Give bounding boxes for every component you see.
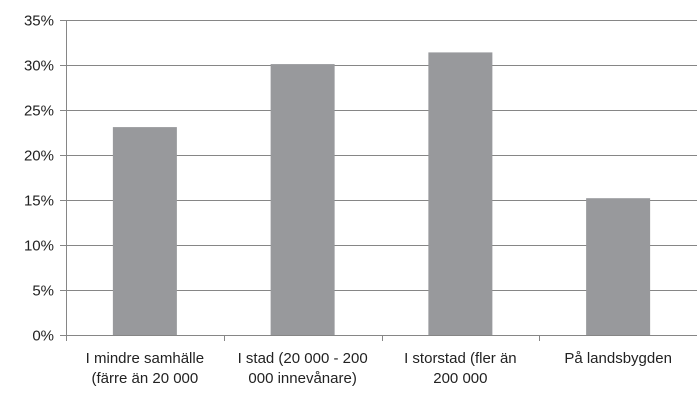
- x-category-labels: I mindre samhälle (färre än 20 000 I stad …: [86, 350, 672, 387]
- y-tick-label: 25%: [24, 103, 54, 120]
- bar: [270, 64, 335, 335]
- bar: [586, 198, 651, 335]
- x-category-label: 200 000: [433, 370, 487, 387]
- bar: [112, 127, 177, 335]
- y-tick-label: 20%: [24, 148, 54, 165]
- x-category-label: På landsbygden: [564, 350, 672, 367]
- y-tick-label: 5%: [32, 283, 54, 300]
- y-tick-label: 0%: [32, 328, 54, 345]
- bar: [428, 52, 493, 336]
- y-tick-label: 30%: [24, 58, 54, 75]
- axes: [60, 20, 697, 341]
- x-category-label: (färre än 20 000: [92, 370, 199, 387]
- y-tick-label: 35%: [24, 13, 54, 30]
- y-tick-label: 15%: [24, 193, 54, 210]
- x-category-label: 000 innevånare): [248, 370, 356, 387]
- y-tick-label: 10%: [24, 238, 54, 255]
- x-category-label: I mindre samhälle: [86, 350, 204, 367]
- x-category-label: I storstad (fler än: [404, 350, 517, 367]
- y-tick-labels: 0% 5% 10% 15% 20% 25% 30% 35%: [24, 13, 54, 345]
- x-category-label: I stad (20 000 - 200: [238, 350, 368, 367]
- bars: [112, 52, 651, 336]
